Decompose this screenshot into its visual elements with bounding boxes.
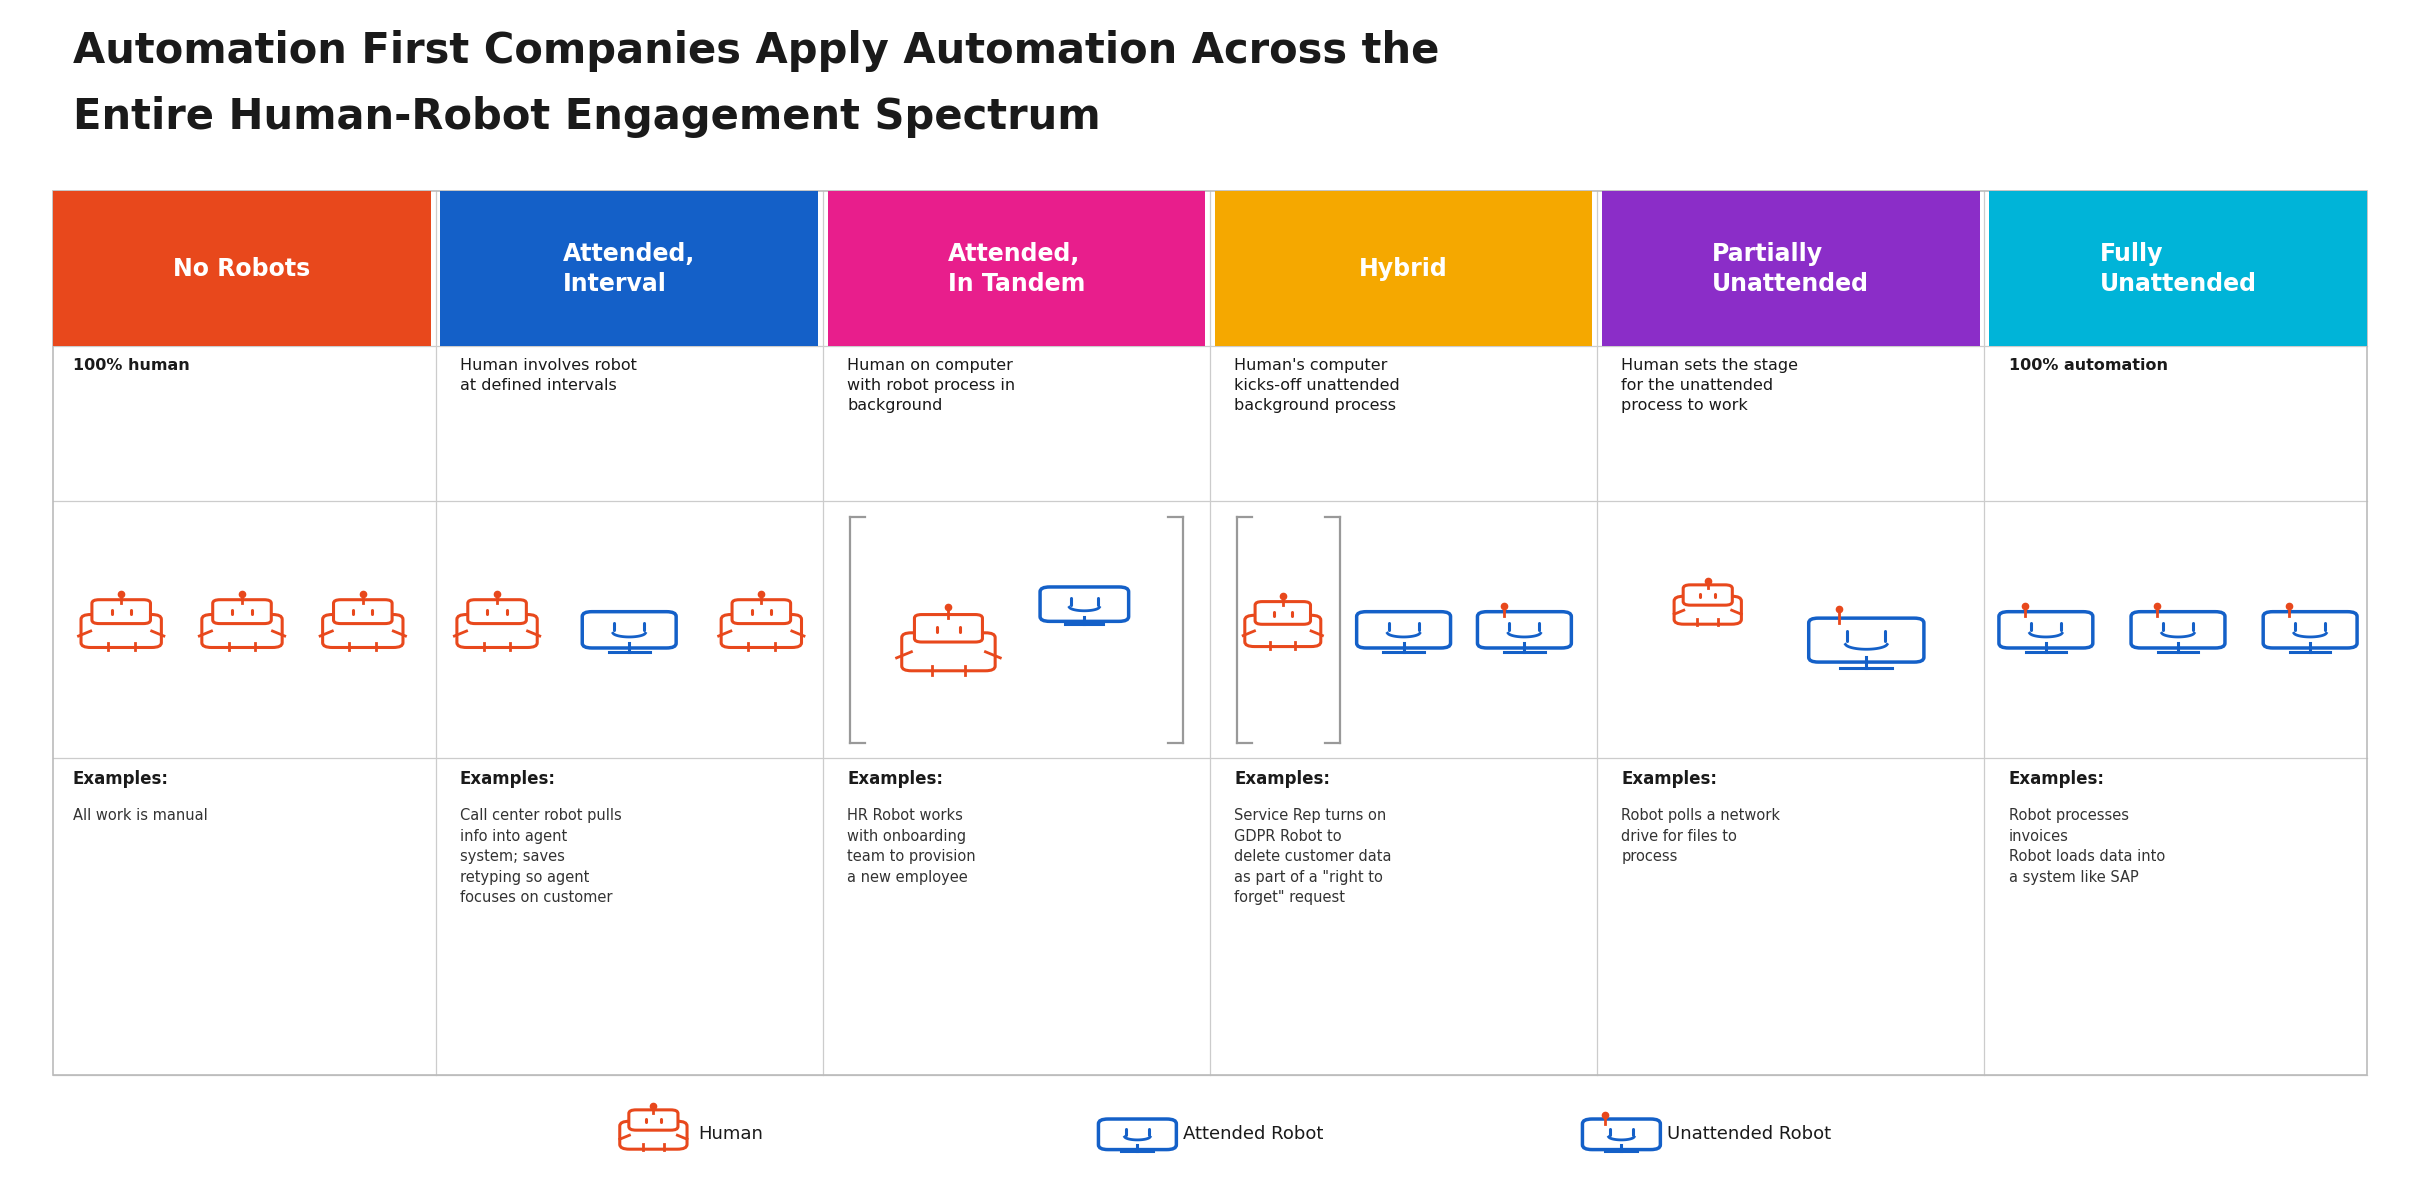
Text: Examples:: Examples: <box>73 770 169 788</box>
FancyBboxPatch shape <box>80 615 162 647</box>
FancyBboxPatch shape <box>1583 1119 1660 1150</box>
FancyBboxPatch shape <box>1479 611 1571 648</box>
FancyBboxPatch shape <box>1256 602 1312 624</box>
FancyBboxPatch shape <box>629 1110 678 1131</box>
Text: Human involves robot
at defined intervals: Human involves robot at defined interval… <box>460 358 636 393</box>
Text: Entire Human-Robot Engagement Spectrum: Entire Human-Robot Engagement Spectrum <box>73 96 1101 137</box>
FancyBboxPatch shape <box>1675 596 1742 624</box>
Text: Call center robot pulls
info into agent
system; saves
retyping so agent
focuses : Call center robot pulls info into agent … <box>460 808 622 905</box>
FancyBboxPatch shape <box>620 1121 687 1149</box>
FancyBboxPatch shape <box>1602 191 1980 346</box>
FancyBboxPatch shape <box>53 191 431 346</box>
FancyBboxPatch shape <box>201 615 283 647</box>
FancyBboxPatch shape <box>903 633 995 671</box>
FancyBboxPatch shape <box>1099 1119 1176 1150</box>
Text: Attended,
In Tandem: Attended, In Tandem <box>949 242 1084 295</box>
FancyBboxPatch shape <box>322 615 404 647</box>
Text: Human sets the stage
for the unattended
process to work: Human sets the stage for the unattended … <box>1621 358 1798 413</box>
Text: Service Rep turns on
GDPR Robot to
delete customer data
as part of a "right to
f: Service Rep turns on GDPR Robot to delet… <box>1234 808 1392 905</box>
Text: Fully
Unattended: Fully Unattended <box>2101 242 2255 295</box>
Text: All work is manual: All work is manual <box>73 808 208 824</box>
FancyBboxPatch shape <box>1989 191 2367 346</box>
Text: Attended Robot: Attended Robot <box>1183 1125 1324 1144</box>
Text: No Robots: No Robots <box>174 257 310 281</box>
FancyBboxPatch shape <box>2132 611 2224 648</box>
FancyBboxPatch shape <box>92 599 150 623</box>
FancyBboxPatch shape <box>583 611 675 648</box>
Text: Robot polls a network
drive for files to
process: Robot polls a network drive for files to… <box>1621 808 1781 864</box>
Text: 100% human: 100% human <box>73 358 189 374</box>
Text: Unattended Robot: Unattended Robot <box>1667 1125 1832 1144</box>
FancyBboxPatch shape <box>467 599 528 623</box>
FancyBboxPatch shape <box>721 615 801 647</box>
Text: Examples:: Examples: <box>1621 770 1718 788</box>
Text: Examples:: Examples: <box>1234 770 1331 788</box>
FancyBboxPatch shape <box>1358 611 1450 648</box>
FancyBboxPatch shape <box>828 191 1205 346</box>
FancyBboxPatch shape <box>1808 618 1924 661</box>
FancyBboxPatch shape <box>213 599 271 623</box>
FancyBboxPatch shape <box>1215 191 1592 346</box>
Text: Robot processes
invoices
Robot loads data into
a system like SAP: Robot processes invoices Robot loads dat… <box>2009 808 2166 885</box>
Text: Human's computer
kicks-off unattended
background process: Human's computer kicks-off unattended ba… <box>1234 358 1399 413</box>
FancyBboxPatch shape <box>2263 611 2357 648</box>
Text: 100% automation: 100% automation <box>2009 358 2168 374</box>
FancyBboxPatch shape <box>1244 615 1321 647</box>
Text: Examples:: Examples: <box>847 770 944 788</box>
Text: Examples:: Examples: <box>460 770 557 788</box>
Text: Human: Human <box>699 1125 765 1144</box>
Text: Attended,
Interval: Attended, Interval <box>564 242 695 295</box>
Text: HR Robot works
with onboarding
team to provision
a new employee: HR Robot works with onboarding team to p… <box>847 808 975 885</box>
FancyBboxPatch shape <box>334 599 392 623</box>
FancyBboxPatch shape <box>1041 587 1128 621</box>
FancyBboxPatch shape <box>440 191 818 346</box>
Text: Human on computer
with robot process in
background: Human on computer with robot process in … <box>847 358 1014 413</box>
Text: Automation First Companies Apply Automation Across the: Automation First Companies Apply Automat… <box>73 30 1440 72</box>
FancyBboxPatch shape <box>915 615 983 642</box>
Text: Hybrid: Hybrid <box>1360 257 1447 281</box>
FancyBboxPatch shape <box>1999 611 2093 648</box>
FancyBboxPatch shape <box>731 599 791 623</box>
Text: Partially
Unattended: Partially Unattended <box>1713 242 1868 295</box>
FancyBboxPatch shape <box>457 615 537 647</box>
FancyBboxPatch shape <box>1684 585 1733 605</box>
Text: Examples:: Examples: <box>2009 770 2105 788</box>
